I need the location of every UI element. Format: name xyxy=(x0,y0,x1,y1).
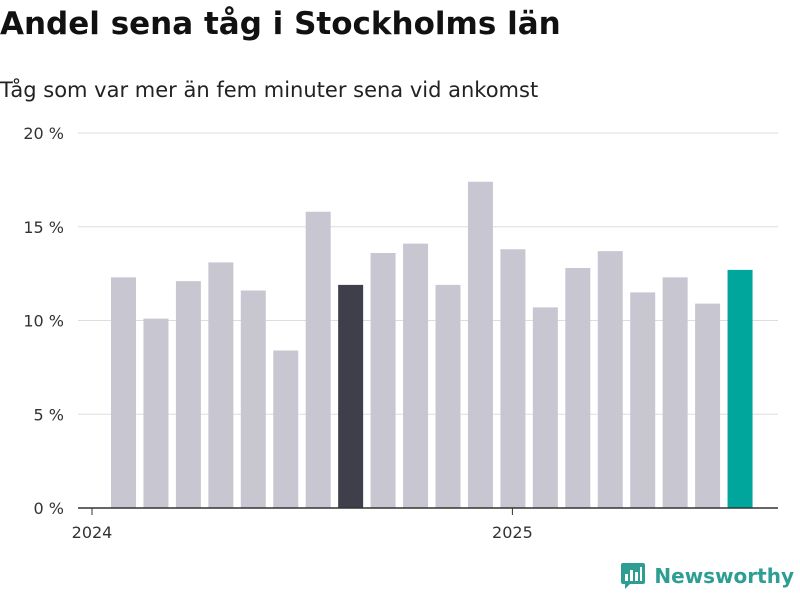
bar xyxy=(338,284,364,509)
bar xyxy=(208,262,234,509)
y-tick-label: 20 % xyxy=(23,124,64,143)
bar xyxy=(500,249,526,508)
x-tick-label: 2025 xyxy=(492,523,533,542)
y-tick-label: 5 % xyxy=(34,405,64,424)
bar xyxy=(597,251,623,509)
bar xyxy=(435,284,461,509)
bar xyxy=(565,268,591,508)
bar xyxy=(240,290,266,508)
bar xyxy=(111,277,136,509)
bar-series xyxy=(111,181,753,509)
newsworthy-logo-icon xyxy=(621,563,646,589)
chart-subtitle: Tåg som var mer än fem minuter sena vid … xyxy=(0,78,539,102)
brand-name: Newsworthy xyxy=(654,564,794,588)
bar xyxy=(305,211,331,508)
bar xyxy=(662,277,688,509)
bar xyxy=(630,292,656,509)
y-tick-label: 15 % xyxy=(23,218,64,237)
y-tick-label: 0 % xyxy=(34,499,64,518)
bar xyxy=(727,269,753,509)
brand-logo: Newsworthy xyxy=(620,562,794,590)
bar xyxy=(467,181,493,508)
x-axis: 2024 2025 xyxy=(72,507,778,542)
x-tick-label: 2024 xyxy=(72,523,113,542)
y-axis-ticks: 0 % 5 % 10 % 15 % 20 % xyxy=(23,124,64,518)
bar xyxy=(273,350,299,508)
bar xyxy=(175,281,201,509)
bar xyxy=(143,318,169,509)
bar xyxy=(695,303,721,509)
bar xyxy=(532,307,558,509)
y-tick-label: 10 % xyxy=(23,312,64,331)
bar xyxy=(403,243,429,509)
bar xyxy=(370,253,396,508)
chart-title: Andel sena tåg i Stockholms län xyxy=(0,6,561,42)
